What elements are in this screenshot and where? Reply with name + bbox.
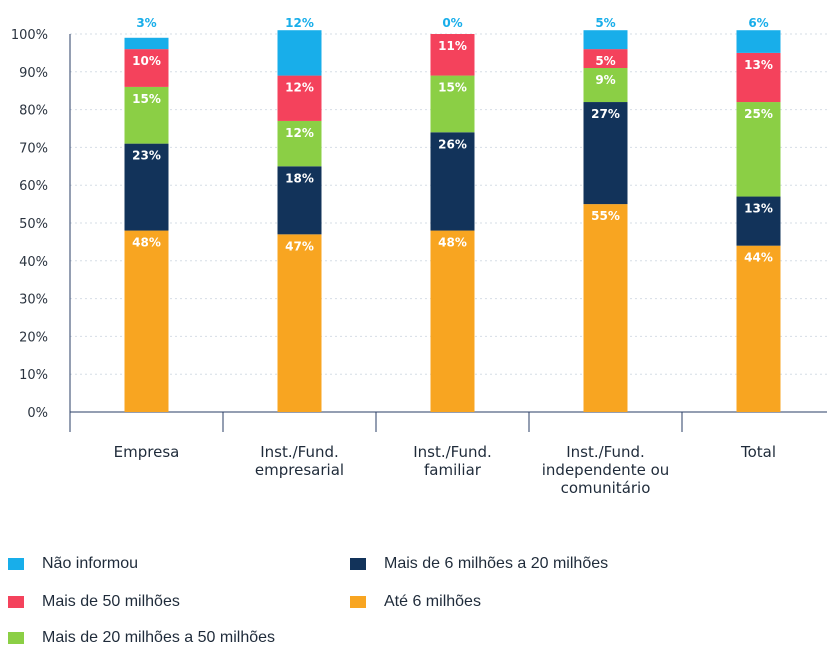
data-label: 25%	[744, 107, 773, 121]
data-label: 12%	[285, 126, 314, 140]
bar-segment	[430, 75, 475, 133]
y-tick-label: 0%	[27, 406, 48, 421]
data-label: 9%	[595, 73, 615, 87]
data-label: 5%	[595, 54, 615, 68]
bar-segment	[277, 234, 322, 412]
bar-segment	[124, 143, 169, 231]
bar-segment	[736, 245, 781, 412]
x-tick-label: Inst./Fund.	[566, 443, 645, 461]
data-label: 15%	[438, 81, 467, 95]
y-tick-label: 40%	[19, 255, 48, 270]
data-label: 48%	[438, 236, 467, 250]
data-label: 44%	[744, 251, 773, 265]
data-label: 27%	[591, 107, 620, 121]
y-tick-label: 80%	[19, 104, 48, 119]
y-tick-label: 50%	[19, 217, 48, 232]
y-tick-label: 30%	[19, 293, 48, 308]
x-tick-label: familiar	[424, 461, 482, 479]
x-tick-label: Total	[740, 443, 776, 461]
data-label: 18%	[285, 171, 314, 185]
data-label: 47%	[285, 239, 314, 253]
data-label: 15%	[132, 92, 161, 106]
bar-segment	[430, 230, 475, 412]
bar-segment	[124, 86, 169, 144]
y-tick-label: 20%	[19, 330, 48, 345]
bar-segment	[277, 75, 322, 121]
data-label: 26%	[438, 137, 467, 151]
data-label: 11%	[438, 39, 467, 53]
data-label: 10%	[132, 54, 161, 68]
data-label: 0%	[442, 16, 462, 30]
data-label: 13%	[744, 58, 773, 72]
bar-segment	[736, 52, 781, 103]
bar-segment	[124, 49, 169, 87]
y-tick-label: 60%	[19, 179, 48, 194]
y-tick-label: 90%	[19, 66, 48, 81]
data-label: 12%	[285, 16, 314, 30]
data-label: 13%	[744, 202, 773, 216]
bar-segment	[124, 230, 169, 412]
bar-segment	[736, 102, 781, 197]
x-tick-label: independente ou	[542, 461, 670, 479]
bar-segment	[277, 166, 322, 235]
bar-segment	[583, 30, 628, 50]
bar-segment	[430, 34, 475, 76]
x-tick-label: Inst./Fund.	[260, 443, 339, 461]
y-tick-label: 100%	[11, 28, 48, 43]
x-tick-label: comunitário	[561, 479, 651, 497]
bar-segment	[583, 68, 628, 103]
bar-segment	[277, 30, 322, 76]
x-tick-label: Empresa	[114, 443, 180, 461]
bar-segment	[583, 49, 628, 69]
data-label: 55%	[591, 209, 620, 223]
data-label: 6%	[748, 16, 768, 30]
data-label: 3%	[136, 16, 156, 30]
x-tick-label: empresarial	[255, 461, 344, 479]
data-label: 5%	[595, 16, 615, 30]
bar-segment	[583, 102, 628, 205]
bar-segment	[277, 120, 322, 167]
bar-segment	[124, 37, 169, 50]
x-tick-label: Inst./Fund.	[413, 443, 492, 461]
bar-segment	[736, 196, 781, 246]
data-label: 12%	[285, 81, 314, 95]
y-tick-label: 70%	[19, 141, 48, 156]
bar-segment	[583, 204, 628, 412]
data-label: 48%	[132, 236, 161, 250]
data-label: 23%	[132, 149, 161, 163]
chart-plot: 0% 10% 20% 30% 40% 50% 60% 70% 80% 90% 100% 48% 23% 1…	[11, 16, 829, 497]
bar-segment	[430, 132, 475, 231]
bar-segment	[736, 30, 781, 53]
y-tick-label: 10%	[19, 368, 48, 383]
